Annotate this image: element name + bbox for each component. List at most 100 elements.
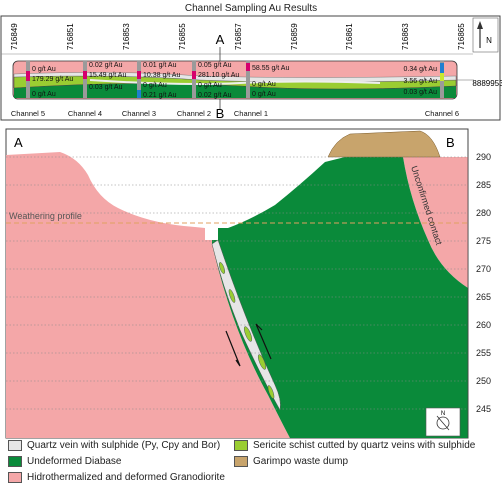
section-schist-lenses xyxy=(219,262,275,399)
section-granodiorite-east xyxy=(403,157,468,288)
plan-label-a: A xyxy=(216,32,225,47)
assay-label: 0.03 g/t Au xyxy=(89,84,123,91)
channel-6-low-grade xyxy=(440,63,444,73)
figure-graphics: Channel Sampling Au Results 716849 71685… xyxy=(0,3,502,439)
elevation-tick-label: 255 xyxy=(476,348,491,358)
elevation-tick-label: 245 xyxy=(476,404,491,414)
assay-label: 0 g/t Au xyxy=(252,81,276,88)
assay-label: 58.55 g/t Au xyxy=(252,65,289,72)
assay-label: 0.34 g/t Au xyxy=(404,66,438,73)
channel-3-low-grade xyxy=(137,90,141,98)
channel-name: Channel 5 xyxy=(11,109,45,118)
legend-label: Quartz vein with sulphide (Py, Cpy and B… xyxy=(27,440,221,451)
channel-names: Channel 5 Channel 4 Channel 3 Channel 2 … xyxy=(11,109,459,118)
easting-tick-label: 716853 xyxy=(122,23,131,50)
assay-label: 0 g/t Au xyxy=(252,91,276,98)
legend-label: Garimpo waste dump xyxy=(253,456,349,467)
easting-tick-label: 716863 xyxy=(401,23,410,50)
legend-item-granodiorite: Hidrothermalized and deformed Granodiori… xyxy=(8,472,225,483)
easting-tick-label: 716851 xyxy=(66,23,75,50)
legend: Quartz vein with sulphide (Py, Cpy and B… xyxy=(8,440,498,490)
elevation-tick-label: 285 xyxy=(476,180,491,190)
assay-label: 10.38 g/t Au xyxy=(143,72,180,79)
plan-northing-label: 8889953 xyxy=(472,79,502,88)
shear-arrows xyxy=(225,323,272,367)
channel-3-high-grade xyxy=(137,71,141,79)
legend-item-dump: Garimpo waste dump xyxy=(234,456,348,467)
channel-1-high-grade xyxy=(246,63,250,71)
elevation-tick-label: 280 xyxy=(476,208,491,218)
shear-arrow-up-icon xyxy=(255,323,272,360)
section-granodiorite xyxy=(6,152,290,438)
shear-arrow-down-icon xyxy=(225,330,241,367)
section-diabase xyxy=(212,157,468,438)
legend-swatch-granodiorite xyxy=(8,472,22,483)
legend-swatch-quartz xyxy=(8,440,22,451)
assay-label: 0 g/t Au xyxy=(143,82,167,89)
assay-label: 179.29 g/t Au xyxy=(32,76,73,83)
assay-label: 3.56 g/t Au xyxy=(404,78,438,85)
channel-1-bar xyxy=(246,61,250,98)
assay-label: 0.02 g/t Au xyxy=(89,62,123,69)
section-north-label: N xyxy=(441,411,445,417)
plan-quartz xyxy=(13,72,457,83)
channel-4-high-grade xyxy=(83,71,87,79)
plan-label-b: B xyxy=(216,106,225,121)
channel-name: Channel 1 xyxy=(234,109,268,118)
channel-name: Channel 3 xyxy=(122,109,156,118)
elevation-gridlines xyxy=(6,156,468,410)
legend-item-diabase: Undeformed Diabase xyxy=(8,456,122,467)
plan-geology-strip: 8889953 xyxy=(12,60,502,100)
channel-2-high-grade xyxy=(192,71,196,79)
easting-tick-label: 716857 xyxy=(234,23,243,50)
assay-label: 0 g/t Au xyxy=(198,82,222,89)
assay-label: 281.10 g/t Au xyxy=(198,72,239,79)
easting-tick-label: 716859 xyxy=(290,23,299,50)
easting-tick-label: 716849 xyxy=(10,23,19,50)
channel-name: Channel 2 xyxy=(177,109,211,118)
assay-label: 15.49 g/t Au xyxy=(89,72,126,79)
assay-label: 0.21 g/t Au xyxy=(143,92,177,99)
legend-swatch-schist xyxy=(234,440,248,451)
elevation-axis: 290 285 280 275 270 265 260 255 250 245 xyxy=(467,129,491,438)
section-label-b: B xyxy=(446,135,455,150)
assay-label: 0 g/t Au xyxy=(32,66,56,73)
assay-label: 0.05 g/t Au xyxy=(198,62,232,69)
figure-title: Channel Sampling Au Results xyxy=(185,3,317,14)
easting-tick-label: 716855 xyxy=(178,23,187,50)
legend-item-quartz: Quartz vein with sulphide (Py, Cpy and B… xyxy=(8,440,220,451)
section-waste-dump xyxy=(327,130,441,158)
legend-swatch-dump xyxy=(234,456,248,467)
cross-section: Weathering profile Unconfirmed contact A… xyxy=(5,128,469,439)
legend-label: Hidrothermalized and deformed Granodiori… xyxy=(27,472,225,483)
channel-5-high-grade xyxy=(26,71,30,81)
channel-2-bar xyxy=(192,61,196,98)
elevation-tick-label: 250 xyxy=(476,376,491,386)
plan-north-label: N xyxy=(486,36,492,45)
elevation-tick-label: 290 xyxy=(476,152,491,162)
assay-label: 0 g/t Au xyxy=(32,91,56,98)
channel-4-bar xyxy=(83,61,87,98)
section-north-arrow-icon: N xyxy=(425,407,461,437)
assay-label: 0.03 g/t Au xyxy=(404,89,438,96)
channel-bars xyxy=(26,61,444,98)
channel-name: Channel 4 xyxy=(68,109,102,118)
channel-3-bar xyxy=(137,61,141,98)
elevation-tick-label: 260 xyxy=(476,320,491,330)
weathering-label: Weathering profile xyxy=(9,211,82,221)
easting-tick-label: 716861 xyxy=(345,23,354,50)
legend-item-schist: Sericite schist cutted by quartz veins w… xyxy=(234,440,475,451)
elevation-tick-label: 270 xyxy=(476,264,491,274)
legend-label: Sericite schist cutted by quartz veins w… xyxy=(253,440,476,451)
channel-name: Channel 6 xyxy=(425,109,459,118)
elevation-tick-label: 265 xyxy=(476,292,491,302)
legend-label: Undeformed Diabase xyxy=(27,456,122,467)
easting-ticks: 716849 716851 716853 716855 716857 71685… xyxy=(10,23,466,50)
channel-6-mid-grade xyxy=(440,73,444,81)
legend-swatch-diabase xyxy=(8,456,22,467)
plan-diabase xyxy=(14,83,456,98)
assay-label: 0.02 g/t Au xyxy=(198,92,232,99)
assay-label: 0.01 g/t Au xyxy=(143,62,177,69)
plan-north-arrow-icon: N xyxy=(472,17,499,53)
